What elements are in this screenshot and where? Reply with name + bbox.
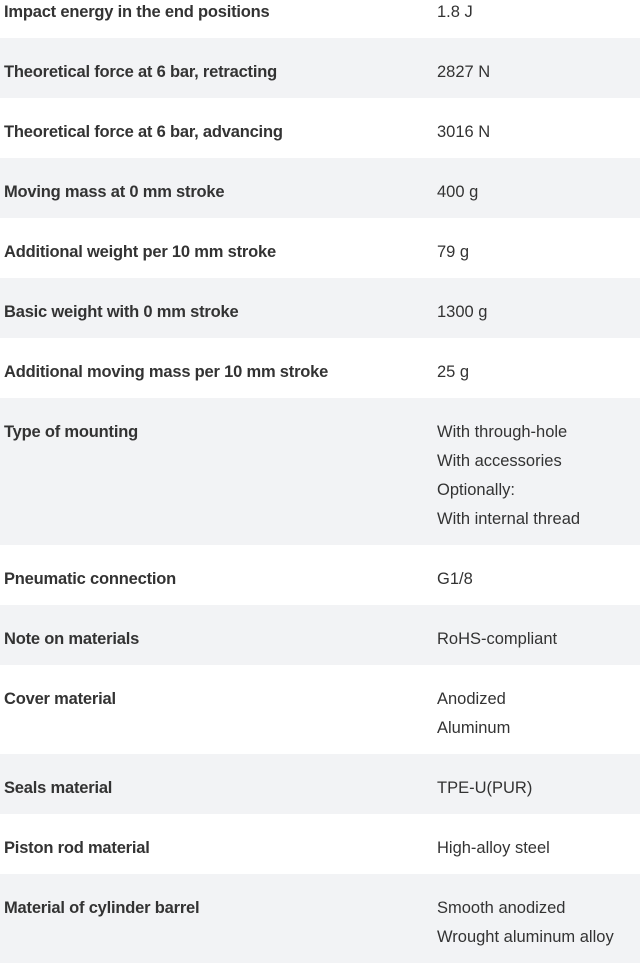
table-row: Theoretical force at 6 bar, retracting 28… (0, 38, 640, 98)
table-row: Piston rod material High-alloy steel (0, 814, 640, 874)
table-row: Additional weight per 10 mm stroke 79 g (0, 218, 640, 278)
row-value: 1.8 J (437, 0, 640, 27)
row-label: Seals material (4, 779, 113, 797)
row-value: With through-hole With accessories Optiona… (437, 418, 640, 534)
row-value: TPE-U(PUR) (437, 774, 640, 803)
row-label: Additional moving mass per 10 mm stroke (4, 363, 329, 381)
row-label: Pneumatic connection (4, 570, 177, 588)
table-row: Type of mounting With through-hole With ac… (0, 398, 640, 545)
value-line: With accessories (437, 452, 562, 470)
row-value: G1/8 (437, 565, 640, 594)
value-line: With through-hole (437, 423, 568, 441)
row-label: Note on materials (4, 630, 140, 648)
value-line: RoHS-compliant (437, 630, 558, 648)
row-value: 3016 N (437, 118, 640, 147)
row-label: Additional weight per 10 mm stroke (4, 243, 276, 261)
value-line: 1.8 J (437, 3, 473, 21)
row-value: High-alloy steel (437, 834, 640, 863)
value-line: Smooth anodized (437, 899, 566, 917)
value-line: With internal thread (437, 510, 581, 528)
row-label: Material of cylinder barrel (4, 899, 200, 917)
value-line: Wrought aluminum alloy (437, 928, 614, 946)
table-row: Seals material TPE-U(PUR) (0, 754, 640, 814)
table-row: Material of cylinder barrel Smooth anodiz… (0, 874, 640, 963)
table-row: Additional moving mass per 10 mm stroke 2… (0, 338, 640, 398)
row-label: Cover material (4, 690, 116, 708)
value-line: Optionally: (437, 481, 515, 499)
value-line: 400 g (437, 183, 479, 201)
row-value: Smooth anodized Wrought aluminum alloy (437, 894, 640, 952)
value-line: G1/8 (437, 570, 473, 588)
value-line: TPE-U(PUR) (437, 779, 533, 797)
row-value: 79 g (437, 238, 640, 267)
value-line: Aluminum (437, 719, 511, 737)
table-row: Cover material Anodized Aluminum (0, 665, 640, 754)
table-row: Impact energy in the end positions 1.8 J (0, 0, 640, 38)
table-row: Basic weight with 0 mm stroke 1300 g (0, 278, 640, 338)
row-label: Theoretical force at 6 bar, retracting (4, 63, 277, 81)
value-line: 2827 N (437, 63, 491, 81)
row-value: 400 g (437, 178, 640, 207)
row-value: RoHS-compliant (437, 625, 640, 654)
row-label: Moving mass at 0 mm stroke (4, 183, 225, 201)
row-value: Anodized Aluminum (437, 685, 640, 743)
value-line: 1300 g (437, 303, 488, 321)
value-line: 3016 N (437, 123, 491, 141)
table-row: Note on materials RoHS-compliant (0, 605, 640, 665)
value-line: High-alloy steel (437, 839, 550, 857)
row-label: Piston rod material (4, 839, 150, 857)
row-label: Basic weight with 0 mm stroke (4, 303, 239, 321)
value-line: 25 g (437, 363, 470, 381)
table-row: Moving mass at 0 mm stroke 400 g (0, 158, 640, 218)
row-label: Type of mounting (4, 423, 138, 441)
row-value: 25 g (437, 358, 640, 387)
value-line: 79 g (437, 243, 470, 261)
row-label: Impact energy in the end positions (4, 3, 270, 21)
row-label: Theoretical force at 6 bar, advancing (4, 123, 283, 141)
value-line: Anodized (437, 690, 506, 708)
row-value: 1300 g (437, 298, 640, 327)
table-row: Theoretical force at 6 bar, advancing 301… (0, 98, 640, 158)
table-row: Pneumatic connection G1/8 (0, 545, 640, 605)
row-value: 2827 N (437, 58, 640, 87)
